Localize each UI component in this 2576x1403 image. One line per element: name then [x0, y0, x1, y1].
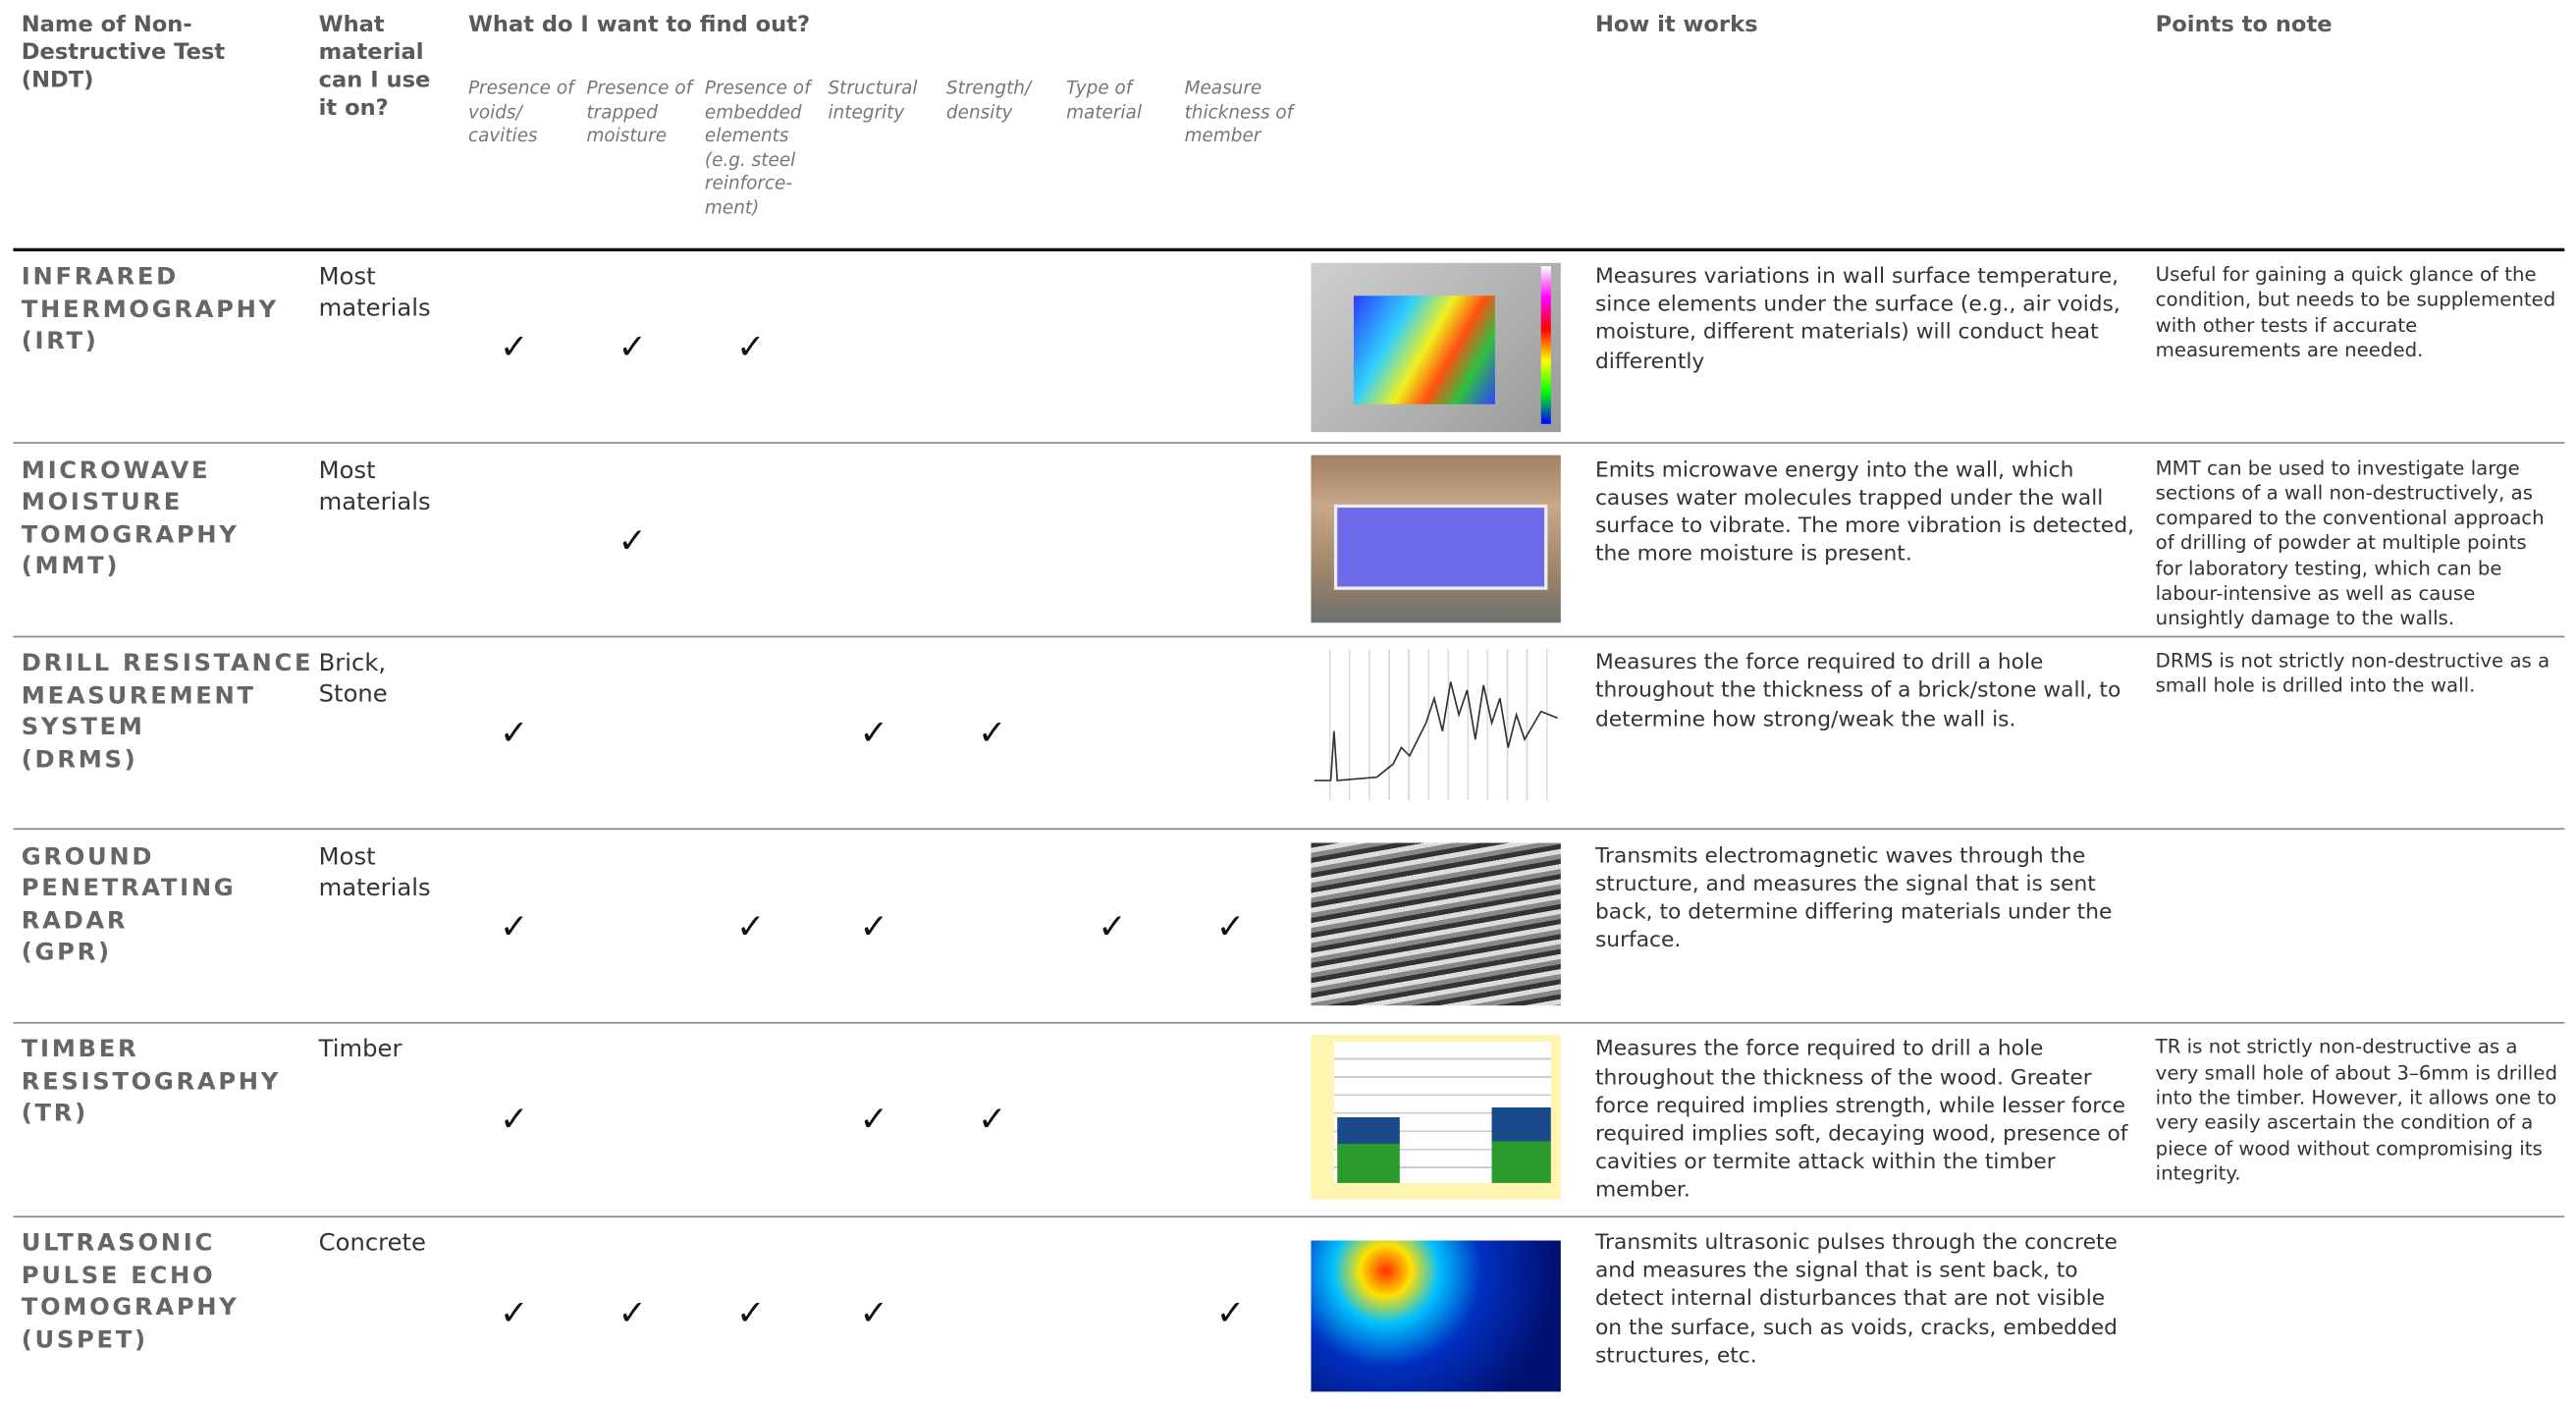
test-name: RADAR [21, 908, 129, 935]
material: Concrete [318, 1230, 426, 1258]
points-to-note: MMT can be used to investigate large sec… [2155, 456, 2545, 630]
material: Brick, Stone [318, 651, 388, 709]
test-name: RESISTOGRAPHY [21, 1069, 282, 1097]
test-name: SYSTEM [21, 715, 145, 742]
tr-band [1337, 1116, 1400, 1183]
row-rule [13, 635, 2565, 637]
gpr-image [1311, 842, 1561, 1006]
test-name: PULSE ECHO [21, 1263, 216, 1289]
how-it-works: Measures the force required to drill a h… [1594, 651, 2121, 732]
check-mark: ✓ [1215, 1293, 1246, 1333]
header-find-out: What do I want to find out? [467, 11, 811, 38]
subcolumn-header: Structural integrity [828, 77, 918, 123]
check-mark: ✓ [978, 713, 1007, 753]
check-mark: ✓ [736, 327, 766, 367]
test-name: THERMOGRAPHY [21, 297, 279, 323]
tr-image [1311, 1035, 1561, 1200]
test-name: (TR) [21, 1101, 88, 1128]
material: Most materials [318, 458, 431, 515]
points-to-note: TR is not strictly non-destructive as a … [2155, 1035, 2558, 1185]
uspet-image [1311, 1240, 1561, 1392]
header-how: How it works [1594, 11, 1758, 38]
subcolumn-header: Presence of trapped moisture [586, 77, 693, 146]
check-mark: ✓ [978, 1100, 1007, 1140]
test-name: TOMOGRAPHY [21, 521, 240, 549]
drms-image [1311, 649, 1561, 800]
header-name: Name of Non-Destructive Test (NDT) [21, 11, 226, 94]
moisture-map [1333, 504, 1548, 590]
check-mark: ✓ [859, 1293, 889, 1333]
check-mark: ✓ [1098, 906, 1127, 946]
check-mark: ✓ [736, 1293, 766, 1333]
header-rule [13, 247, 2565, 252]
check-mark: ✓ [500, 713, 529, 753]
tr-grid [1333, 1041, 1551, 1183]
subcolumn-header: Type of material [1066, 77, 1142, 123]
row-rule [13, 442, 2565, 445]
test-name: MICROWAVE [21, 458, 211, 485]
header-points: Points to note [2155, 11, 2333, 38]
row-rule [13, 1021, 2565, 1024]
check-mark: ✓ [617, 519, 648, 560]
drms-graph [1314, 681, 1558, 782]
subcolumn-header: Measure thickness of member [1184, 77, 1294, 146]
how-it-works: Measures the force required to drill a h… [1594, 1037, 2128, 1204]
check-mark: ✓ [617, 1293, 648, 1333]
test-name: TIMBER [21, 1037, 139, 1064]
subcolumn-header: Strength/ density [945, 77, 1032, 123]
material: Timber [318, 1037, 402, 1064]
check-mark: ✓ [500, 906, 529, 946]
check-mark: ✓ [500, 1100, 529, 1140]
mmt-image [1311, 455, 1561, 623]
test-name: ULTRASONIC [21, 1230, 215, 1258]
check-mark: ✓ [859, 906, 889, 946]
test-name: DRILL RESISTANCE [21, 651, 314, 677]
subcolumn-header: Presence of voids/ cavities [467, 77, 574, 146]
test-name: (GPR) [21, 940, 112, 967]
check-mark: ✓ [736, 906, 766, 946]
check-mark: ✓ [500, 327, 529, 367]
subcolumn-header: Presence of embedded elements (e.g. stee… [704, 77, 811, 218]
check-mark: ✓ [859, 1100, 889, 1140]
how-it-works: Measures variations in wall surface temp… [1594, 264, 2120, 374]
test-name: TOMOGRAPHY [21, 1294, 240, 1322]
test-name: INFRARED [21, 264, 179, 292]
row-rule [13, 828, 2565, 831]
how-it-works: Transmits electromagnetic waves through … [1594, 843, 2113, 954]
points-to-note: Useful for gaining a quick glance of the… [2155, 262, 2556, 361]
irt-image [1311, 262, 1561, 433]
row-rule [13, 1214, 2565, 1217]
tr-band [1491, 1106, 1551, 1183]
how-it-works: Emits microwave energy into the wall, wh… [1594, 458, 2135, 567]
check-mark: ✓ [617, 327, 648, 367]
how-it-works: Transmits ultrasonic pulses through the … [1594, 1230, 2118, 1369]
header-material: What material can I use it on? [318, 11, 431, 122]
test-name: MEASUREMENT [21, 682, 256, 710]
check-mark: ✓ [500, 1293, 529, 1333]
material: Most materials [318, 264, 431, 323]
check-mark: ✓ [859, 713, 889, 753]
test-name: (IRT) [21, 328, 99, 355]
points-to-note: DRMS is not strictly non-destructive as … [2155, 649, 2550, 698]
check-mark: ✓ [1215, 906, 1246, 946]
test-name: (USPET) [21, 1326, 148, 1354]
color-scale [1540, 266, 1551, 424]
thermal-map [1353, 296, 1495, 405]
material: Most materials [318, 843, 431, 902]
test-name: MOISTURE [21, 489, 183, 516]
test-name: GROUND [21, 843, 155, 871]
test-name: PENETRATING [21, 876, 237, 903]
test-name: (MMT) [21, 554, 121, 580]
test-name: (DRMS) [21, 746, 138, 774]
